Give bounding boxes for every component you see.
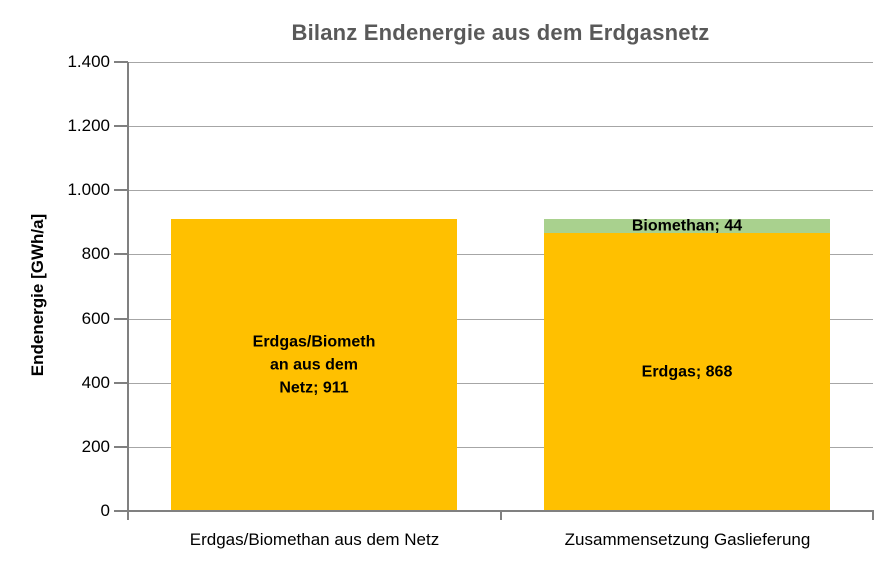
y-tick-label-1.200: 1.200 bbox=[67, 116, 110, 135]
y-tick-mark-600 bbox=[114, 318, 128, 320]
bar-segment-erdgas-biomethan-netz bbox=[171, 219, 457, 511]
y-tick-mark-1.400 bbox=[114, 61, 128, 63]
gridline-200 bbox=[128, 447, 873, 448]
data-label-erdgas: Erdgas; 868 bbox=[641, 363, 733, 381]
y-tick-label-600: 600 bbox=[81, 309, 110, 328]
x-axis-line bbox=[127, 510, 874, 512]
y-tick-label-400: 400 bbox=[81, 373, 110, 392]
y-tick-label-800: 800 bbox=[81, 244, 110, 263]
y-tick-label-0: 0 bbox=[100, 501, 110, 520]
data-label-biomethan: Biomethan; 44 bbox=[631, 217, 743, 235]
data-label-erdgas-biomethan-netz: Erdgas/Biometh an aus dem Netz; 911 bbox=[252, 333, 376, 397]
gridline-400 bbox=[128, 383, 873, 384]
y-tick-mark-0 bbox=[114, 510, 128, 512]
gridline-1.000 bbox=[128, 190, 873, 191]
y-tick-mark-800 bbox=[114, 253, 128, 255]
y-tick-label-200: 200 bbox=[81, 437, 110, 456]
gridline-600 bbox=[128, 319, 873, 320]
y-tick-mark-400 bbox=[114, 382, 128, 384]
y-tick-label-1.400: 1.400 bbox=[67, 52, 110, 71]
gridline-1.200 bbox=[128, 126, 873, 127]
gridline-800 bbox=[128, 254, 873, 255]
y-tick-mark-1.200 bbox=[114, 125, 128, 127]
category-label-1: Zusammensetzung Gaslieferung bbox=[564, 530, 811, 549]
x-tick-mark-1 bbox=[500, 512, 502, 520]
bar-segment-biomethan bbox=[544, 219, 830, 233]
y-tick-mark-1.000 bbox=[114, 189, 128, 191]
y-tick-mark-200 bbox=[114, 446, 128, 448]
gridline-1.400 bbox=[128, 62, 873, 63]
x-tick-mark-0 bbox=[127, 512, 129, 520]
category-label-0: Erdgas/Biomethan aus dem Netz bbox=[189, 530, 440, 549]
y-tick-label-1.000: 1.000 bbox=[67, 180, 110, 199]
y-axis-line bbox=[127, 62, 129, 511]
bar-segment-erdgas bbox=[544, 233, 830, 511]
chart-title: Bilanz Endenergie aus dem Erdgasnetz bbox=[291, 20, 710, 45]
x-tick-mark-2 bbox=[872, 512, 874, 520]
